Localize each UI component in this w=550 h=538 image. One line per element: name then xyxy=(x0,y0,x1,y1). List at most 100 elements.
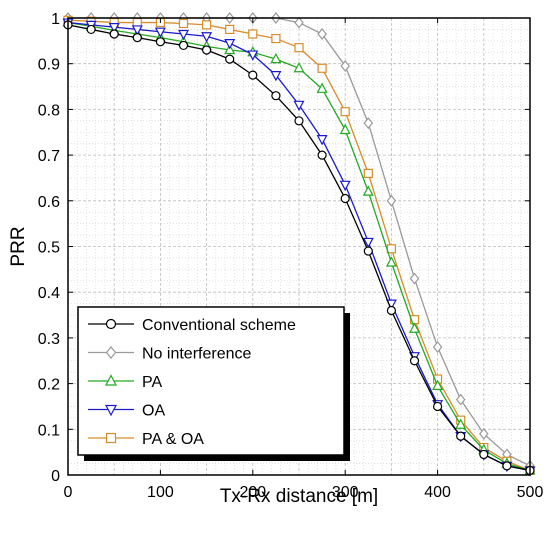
data-point xyxy=(108,23,120,34)
data-point xyxy=(455,393,466,406)
data-point xyxy=(479,427,489,440)
data-point xyxy=(155,37,165,47)
data-point xyxy=(248,70,258,80)
data-point xyxy=(202,45,212,55)
y-axis-label: PRR xyxy=(8,226,29,266)
legend-entry: PA xyxy=(88,374,162,391)
series-layer xyxy=(62,12,536,477)
data-point xyxy=(271,33,281,44)
data-point xyxy=(294,116,304,126)
legend-items: Conventional scheme No interference PA OA PA… xyxy=(88,317,296,448)
legend-entry: No interference xyxy=(88,346,251,363)
x-tick-label: 200 xyxy=(239,484,266,501)
data-point xyxy=(386,244,396,254)
data-point xyxy=(247,50,259,61)
legend-entry: OA xyxy=(88,403,165,420)
data-point xyxy=(270,71,282,82)
data-point xyxy=(502,461,512,471)
y-tick-label: 0.5 xyxy=(38,240,60,257)
legend-label: PA xyxy=(142,374,162,391)
data-point xyxy=(409,322,420,333)
y-tick-label: 0.2 xyxy=(38,377,60,394)
y-tick-label: 0.9 xyxy=(38,57,60,74)
legend-label: No interference xyxy=(142,346,251,363)
data-point xyxy=(154,27,166,38)
axis-ticks: 0 100 200 300 400 500 0 0.1 0.2 0.3 0.4 0.5 0.6 0.7 0.… xyxy=(38,11,544,501)
data-point xyxy=(294,43,304,53)
data-point xyxy=(293,100,305,112)
data-point xyxy=(340,193,350,204)
data-point xyxy=(270,52,282,64)
data-point xyxy=(178,40,189,51)
grid xyxy=(68,18,530,475)
data-point xyxy=(456,431,466,441)
data-point xyxy=(432,379,444,390)
y-tick-label: 0.7 xyxy=(38,148,60,165)
data-point xyxy=(363,246,373,256)
x-tick-label: 0 xyxy=(64,484,73,501)
data-point xyxy=(317,63,327,73)
series-conventional-scheme xyxy=(63,20,535,476)
data-point xyxy=(317,28,327,40)
data-point xyxy=(132,33,142,43)
data-point xyxy=(105,346,117,359)
data-point xyxy=(105,404,117,417)
data-point xyxy=(178,18,189,29)
data-point xyxy=(105,318,117,330)
y-tick-label: 0.6 xyxy=(38,194,60,211)
data-point xyxy=(316,82,328,93)
data-point xyxy=(109,29,119,39)
y-tick-label: 0.8 xyxy=(38,102,60,119)
y-tick-label: 0.4 xyxy=(38,285,60,302)
legend-label: OA xyxy=(142,403,165,420)
data-point xyxy=(248,29,258,39)
data-point xyxy=(202,20,212,30)
data-point xyxy=(386,194,397,207)
data-point xyxy=(225,54,235,64)
x-tick-label: 100 xyxy=(147,484,174,501)
data-point xyxy=(317,150,327,160)
data-point xyxy=(409,356,420,366)
data-point xyxy=(339,123,351,135)
data-point xyxy=(340,107,350,117)
data-point xyxy=(224,39,236,50)
legend-label: Conventional scheme xyxy=(142,317,296,334)
data-point xyxy=(293,61,305,73)
data-point xyxy=(433,401,443,412)
data-point xyxy=(105,374,117,386)
y-tick-label: 0 xyxy=(51,468,60,485)
data-point xyxy=(294,16,304,29)
data-point xyxy=(432,341,443,354)
data-point xyxy=(201,32,213,43)
data-point xyxy=(340,60,350,72)
data-point xyxy=(385,256,397,267)
data-point xyxy=(363,117,374,130)
x-tick-label: 500 xyxy=(517,484,544,501)
data-point xyxy=(363,168,373,178)
data-point xyxy=(105,432,117,444)
legend: Conventional scheme No interference PA OA PA… xyxy=(77,306,350,461)
y-tick-label: 0.3 xyxy=(38,331,60,348)
data-point xyxy=(339,180,351,192)
data-point xyxy=(178,29,189,41)
legend-entry: PA & OA xyxy=(88,431,204,448)
data-point xyxy=(409,272,420,285)
data-point xyxy=(225,24,235,35)
data-point xyxy=(386,305,396,316)
x-tick-label: 300 xyxy=(332,484,359,501)
x-tick-label: 400 xyxy=(424,484,451,501)
data-point xyxy=(316,135,328,146)
data-point xyxy=(362,185,374,196)
data-point xyxy=(479,449,489,460)
data-point xyxy=(131,25,143,36)
data-point xyxy=(455,418,467,429)
x-axis-label: Tx-Rx distance [m] xyxy=(220,486,378,507)
y-tick-label: 1 xyxy=(51,11,60,28)
legend-label: PA & OA xyxy=(142,431,204,448)
legend-entry: Conventional scheme xyxy=(88,317,296,334)
y-tick-label: 0.1 xyxy=(38,422,60,439)
data-point xyxy=(86,24,96,35)
data-point xyxy=(362,237,374,249)
data-point xyxy=(271,91,281,101)
